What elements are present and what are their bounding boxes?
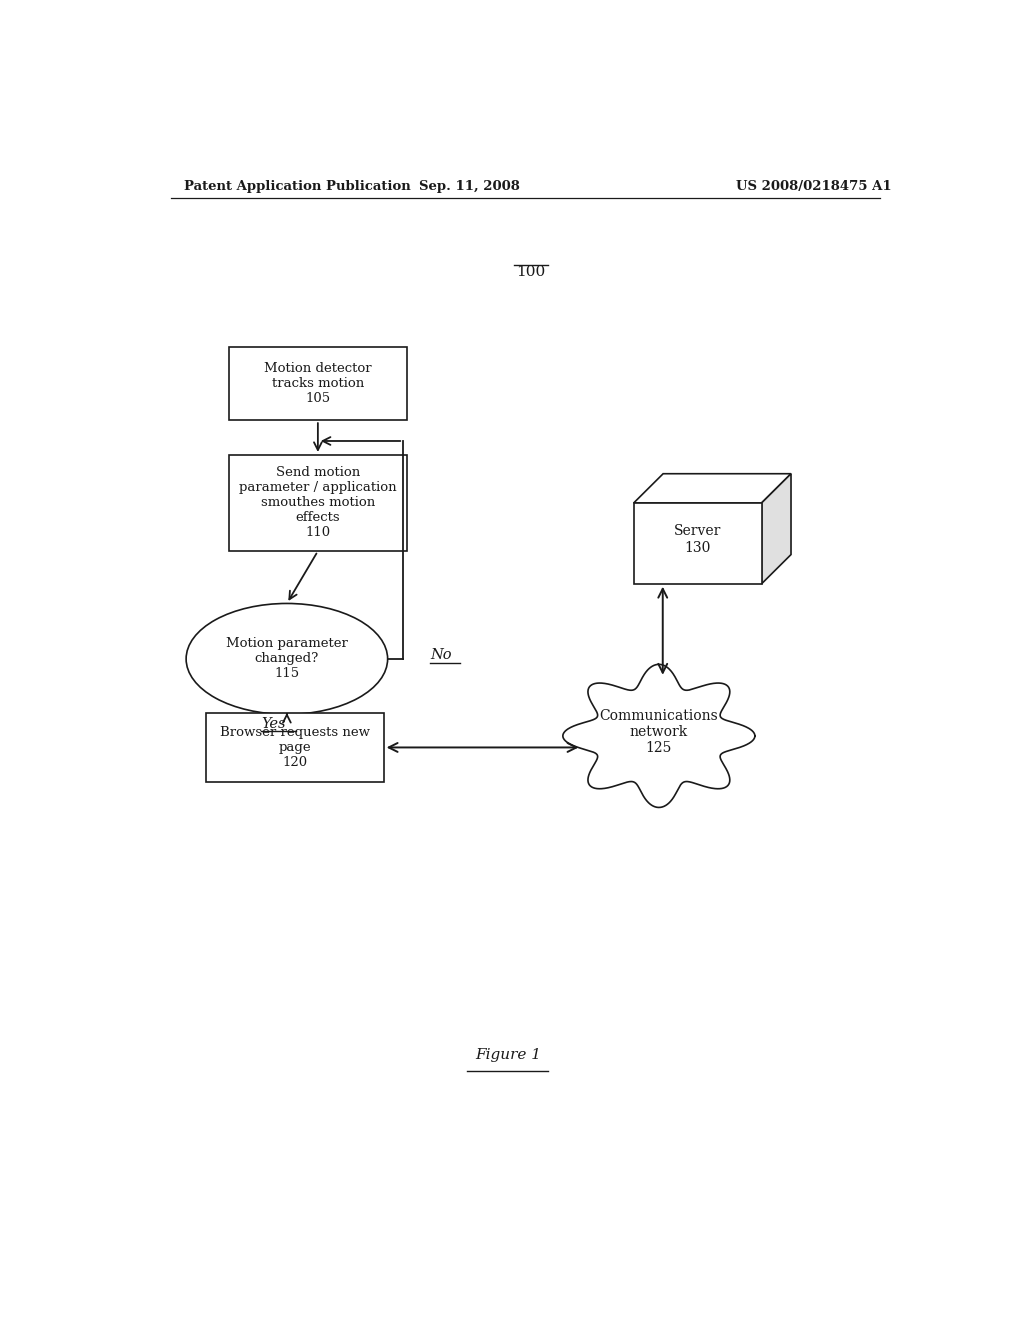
Bar: [634, 503, 762, 583]
Text: 100: 100: [516, 264, 546, 279]
Text: Motion detector
tracks motion
105: Motion detector tracks motion 105: [264, 362, 372, 405]
Text: Communications
network
125: Communications network 125: [599, 709, 718, 755]
Polygon shape: [634, 474, 791, 503]
Text: Patent Application Publication: Patent Application Publication: [183, 180, 411, 193]
Text: Browser requests new
page
120: Browser requests new page 120: [219, 726, 370, 770]
Text: Figure 1: Figure 1: [475, 1048, 541, 1063]
Text: US 2008/0218475 A1: US 2008/0218475 A1: [736, 180, 892, 193]
Text: Sep. 11, 2008: Sep. 11, 2008: [419, 180, 519, 193]
Text: No: No: [430, 648, 452, 663]
Polygon shape: [762, 474, 791, 583]
Polygon shape: [563, 664, 755, 808]
Bar: [206, 713, 384, 781]
Bar: [228, 347, 407, 420]
Text: Send motion
parameter / application
smouthes motion
effects
110: Send motion parameter / application smou…: [239, 466, 396, 540]
Ellipse shape: [186, 603, 388, 714]
Text: Motion parameter
changed?
115: Motion parameter changed? 115: [226, 638, 348, 680]
Bar: [228, 455, 407, 552]
Text: Yes: Yes: [261, 717, 286, 730]
Text: Server
130: Server 130: [674, 524, 721, 554]
